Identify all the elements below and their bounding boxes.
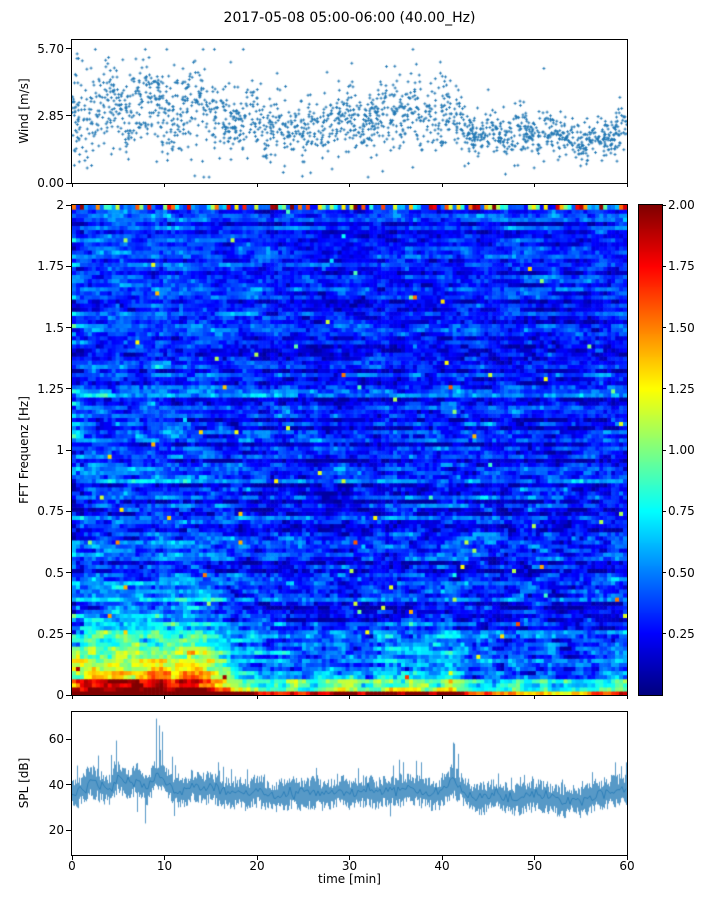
fft-y-tick-label: 1.75 [37, 259, 64, 274]
fft-y-tick-mark [66, 449, 71, 451]
wind-plot [71, 39, 628, 184]
colorbar-tick-label: 1.00 [668, 443, 695, 457]
fft-y-tick-label: 0.25 [37, 626, 64, 641]
fft-x-tick-mark [626, 696, 628, 699]
fft-y-tick-label: 1 [56, 443, 64, 457]
wind-y-tick-label: 5.70 [37, 41, 64, 56]
x-tick-label: 50 [526, 859, 543, 873]
colorbar-tick-label: 0.25 [668, 626, 695, 641]
colorbar-tick-label: 1.50 [668, 320, 695, 335]
figure-title: 2017-05-08 05:00-06:00 (40.00_Hz) [223, 10, 476, 26]
wind-canvas [72, 40, 627, 183]
fft-y-tick-mark [66, 204, 71, 206]
spectrogram-canvas [72, 205, 627, 695]
colorbar-tick-mark [662, 327, 666, 328]
fft-y-tick-label: 0 [56, 688, 64, 702]
x-tick-label: 10 [156, 859, 173, 873]
colorbar [638, 204, 663, 696]
colorbar-canvas [639, 205, 662, 695]
fft-x-tick-mark [349, 696, 350, 699]
spectrogram-plot [71, 204, 628, 696]
fft-y-tick-label: 1.25 [37, 381, 64, 396]
wind-x-tick-mark [349, 184, 350, 187]
x-tick-mark [164, 856, 165, 860]
wind-x-tick-mark [256, 184, 258, 187]
colorbar-tick-mark [662, 204, 666, 206]
colorbar-tick-label: 1.75 [668, 259, 695, 274]
wind-y-tick-label: 0.00 [37, 176, 64, 190]
colorbar-tick-label: 0.75 [668, 504, 695, 519]
x-tick-label: 20 [249, 859, 265, 873]
fft-y-tick-label: 0.5 [44, 565, 64, 580]
fft-y-tick-label: 0.75 [37, 504, 64, 519]
spl-y-tick-label: 60 [48, 732, 64, 747]
x-tick-mark [71, 856, 73, 860]
wind-x-tick-mark [534, 184, 535, 187]
spl-y-tick-label: 40 [48, 777, 64, 792]
wind-x-tick-mark [164, 184, 165, 187]
wind-x-tick-mark [626, 184, 628, 187]
colorbar-tick-label: 2.00 [668, 198, 695, 212]
spl-y-tick-mark [66, 784, 71, 786]
wind-y-tick-label: 2.85 [37, 108, 64, 123]
wind-x-tick-mark [71, 184, 73, 187]
spl-y-tick-label: 20 [48, 823, 64, 838]
fft-y-tick-mark [66, 327, 71, 328]
spl-y-tick-mark [66, 738, 71, 740]
wind-x-tick-mark [441, 184, 443, 187]
colorbar-tick-mark [662, 265, 666, 267]
fft-x-tick-mark [71, 696, 73, 699]
x-tick-label: 60 [619, 859, 635, 873]
spl-plot [71, 711, 628, 856]
x-tick-mark [441, 856, 443, 860]
spl-canvas [72, 712, 627, 855]
fft-y-tick-label: 2 [56, 198, 64, 212]
x-tick-label: 30 [341, 859, 358, 873]
x-tick-mark [626, 856, 628, 860]
fft-y-tick-mark [66, 633, 71, 635]
x-tick-mark [534, 856, 535, 860]
fft-y-tick-mark [66, 572, 71, 573]
fft-y-tick-mark [66, 694, 71, 696]
wind-y-tick-mark [66, 182, 71, 184]
spl-y-tick-mark [66, 829, 71, 831]
fft-y-tick-label: 1.5 [44, 320, 64, 335]
colorbar-tick-mark [662, 572, 666, 573]
x-tick-label: 0 [68, 859, 76, 873]
wind-y-tick-mark [66, 48, 71, 50]
fft-y-tick-mark [66, 510, 71, 512]
fft-x-tick-mark [164, 696, 165, 699]
fft-x-tick-mark [441, 696, 443, 699]
x-tick-mark [349, 856, 350, 860]
colorbar-tick-label: 0.50 [668, 565, 695, 580]
colorbar-tick-mark [662, 510, 666, 512]
colorbar-tick-mark [662, 449, 666, 451]
fft-x-tick-mark [534, 696, 535, 699]
colorbar-tick-mark [662, 388, 666, 390]
x-tick-mark [256, 856, 258, 860]
x-axis-label: time [min] [318, 872, 381, 886]
fft-x-tick-mark [256, 696, 258, 699]
colorbar-tick-label: 1.25 [668, 381, 695, 396]
wind-y-tick-mark [66, 115, 71, 117]
x-tick-label: 40 [434, 859, 450, 873]
fft-y-tick-mark [66, 265, 71, 267]
fft-y-tick-mark [66, 388, 71, 390]
colorbar-tick-mark [662, 633, 666, 635]
